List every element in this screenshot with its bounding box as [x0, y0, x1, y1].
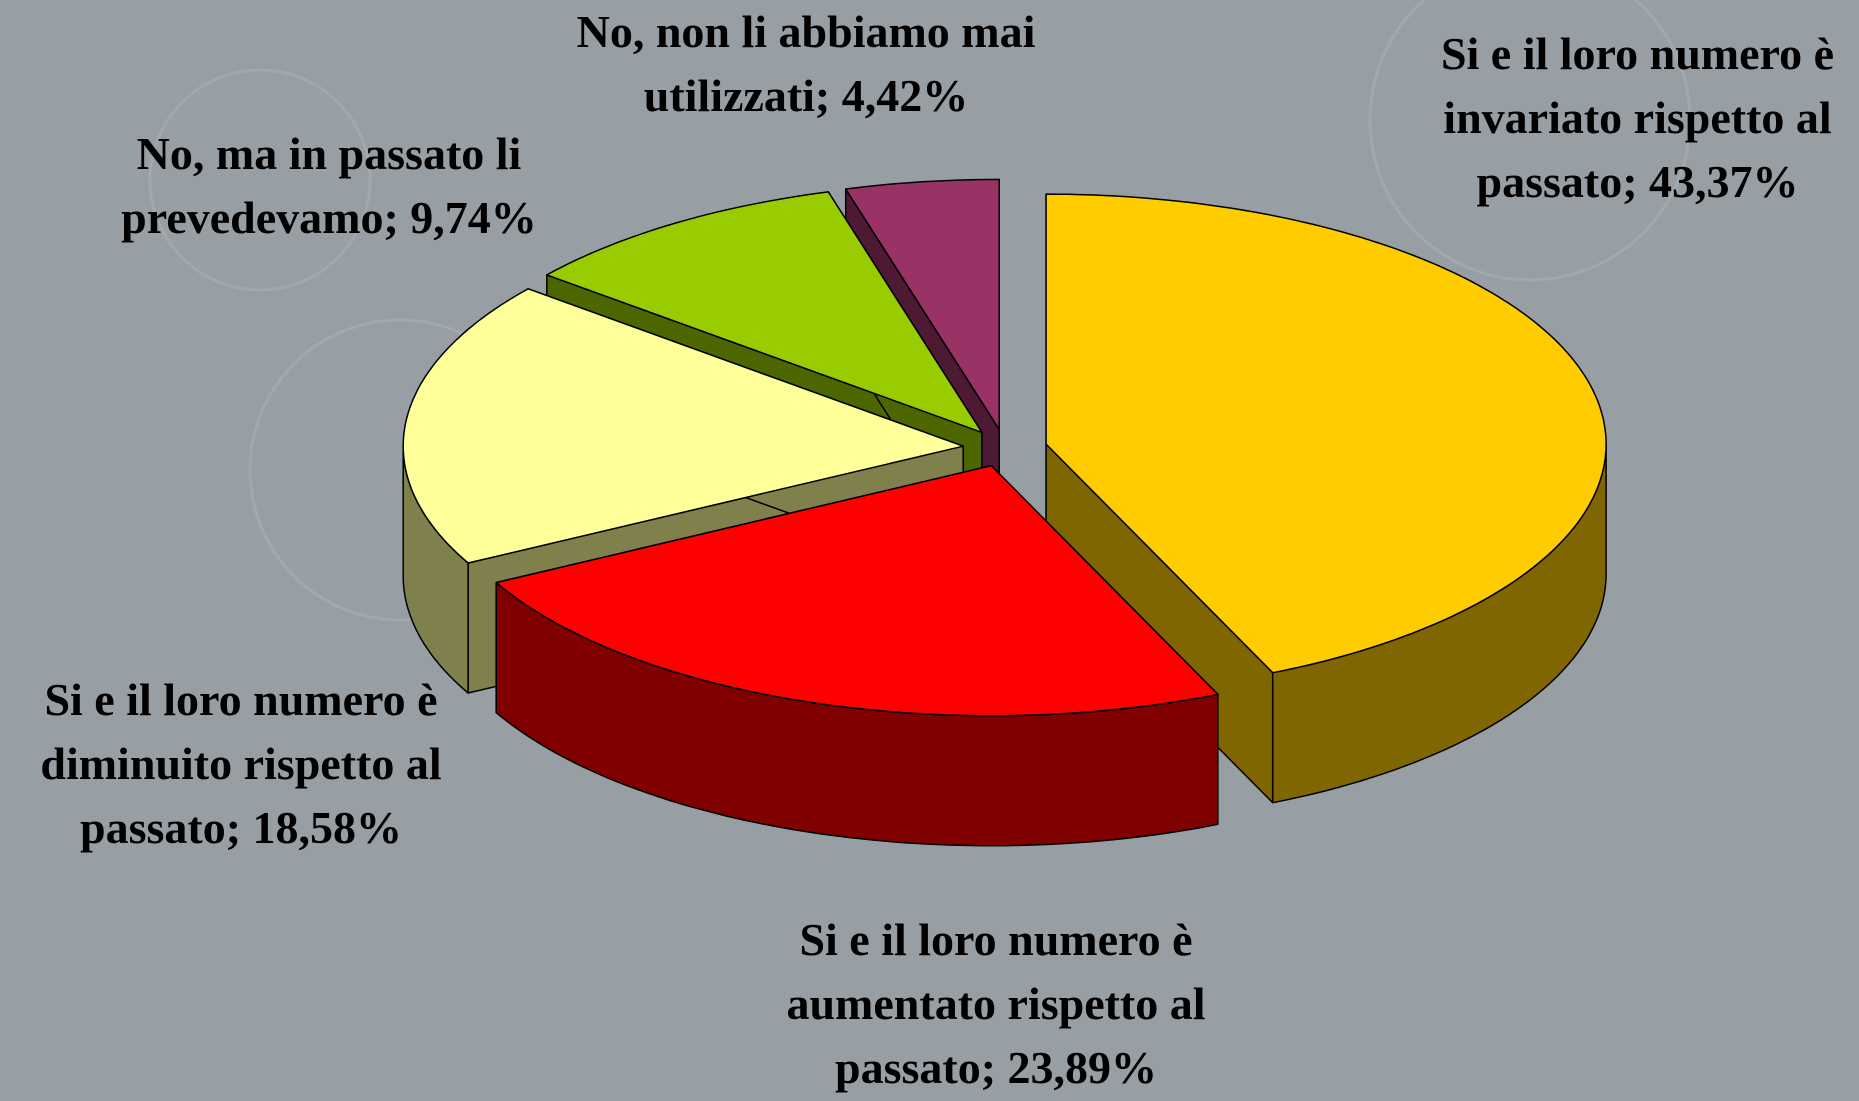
slice-label: Si e il loro numero è invariato rispetto… — [1440, 28, 1835, 207]
background-decoration — [148, 0, 1692, 622]
slice-label: Si e il loro numero è diminuito rispetto… — [40, 674, 442, 853]
slice — [844, 178, 1000, 431]
slice — [1045, 193, 1607, 674]
slice-label: Si e il loro numero è aumentato rispetto… — [786, 914, 1206, 1093]
slice-label: No, ma in passato li prevedevamo; 9,74% — [121, 128, 537, 243]
slice — [402, 288, 964, 564]
slice-label: No, non li abbiamo mai utilizzati; 4,42% — [576, 6, 1036, 121]
pie — [402, 178, 1607, 847]
slice — [546, 191, 983, 434]
slice — [495, 464, 1219, 717]
